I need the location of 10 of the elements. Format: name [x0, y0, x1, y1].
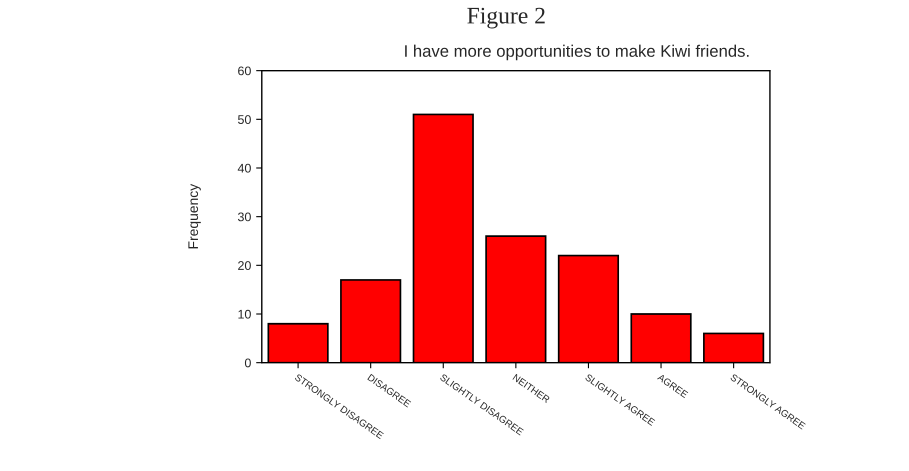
y-tick-label: 0	[244, 358, 251, 368]
y-axis-title: Frequency	[188, 184, 201, 248]
chart-subtitle: I have more opportunities to make Kiwi friends.	[405, 44, 749, 60]
y-tick-label: 30	[238, 212, 251, 222]
y-tick-label: 50	[238, 115, 251, 124]
chart-title: Figure 2	[467, 8, 545, 28]
y-tick-label: 40	[238, 164, 251, 173]
y-tick-label: 60	[238, 66, 251, 76]
y-tick-label: 20	[238, 261, 251, 270]
y-tick-label: 10	[238, 310, 251, 319]
